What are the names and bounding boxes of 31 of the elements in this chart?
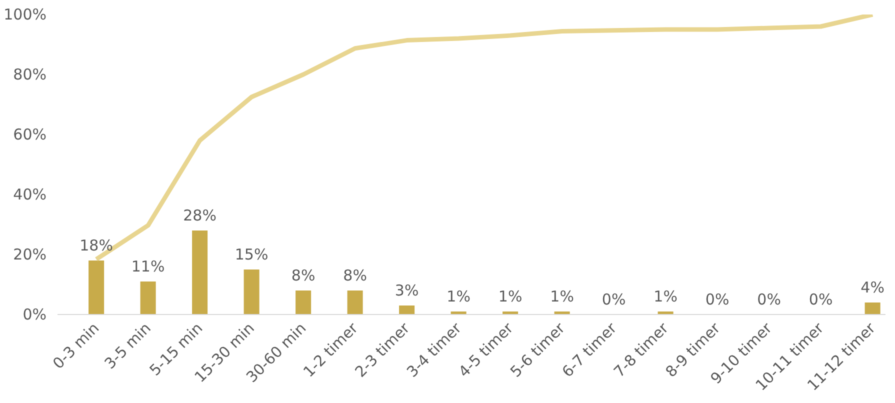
data-label: 4% — [860, 278, 884, 296]
data-label: 8% — [291, 266, 316, 284]
data-label: 1% — [446, 288, 470, 306]
y-tick-label: 20% — [13, 246, 47, 264]
bar — [88, 260, 104, 314]
data-label: 0% — [602, 290, 626, 308]
y-tick-label: 100% — [4, 6, 47, 24]
data-label: 18% — [80, 236, 113, 254]
bar — [140, 282, 156, 314]
data-label: 0% — [705, 290, 730, 308]
bar — [347, 290, 363, 314]
data-label: 1% — [498, 288, 522, 306]
bar — [296, 290, 312, 314]
data-label: 28% — [183, 206, 216, 224]
bar — [399, 306, 415, 314]
data-label: 11% — [131, 258, 165, 276]
bar — [192, 230, 208, 314]
data-label: 8% — [343, 266, 367, 284]
x-tick-label: 0-3 min — [49, 319, 103, 373]
data-label: 0% — [808, 290, 833, 308]
y-tick-label: 0% — [22, 306, 46, 324]
data-label: 3% — [394, 282, 419, 300]
bar — [864, 302, 880, 314]
data-label: 0% — [757, 290, 781, 308]
data-label: 1% — [550, 288, 574, 306]
y-tick-label: 80% — [13, 66, 47, 84]
y-tick-label: 60% — [13, 126, 47, 144]
bar — [244, 270, 260, 314]
data-label: 1% — [654, 288, 678, 306]
y-tick-label: 40% — [13, 186, 47, 204]
data-label: 15% — [234, 246, 268, 264]
